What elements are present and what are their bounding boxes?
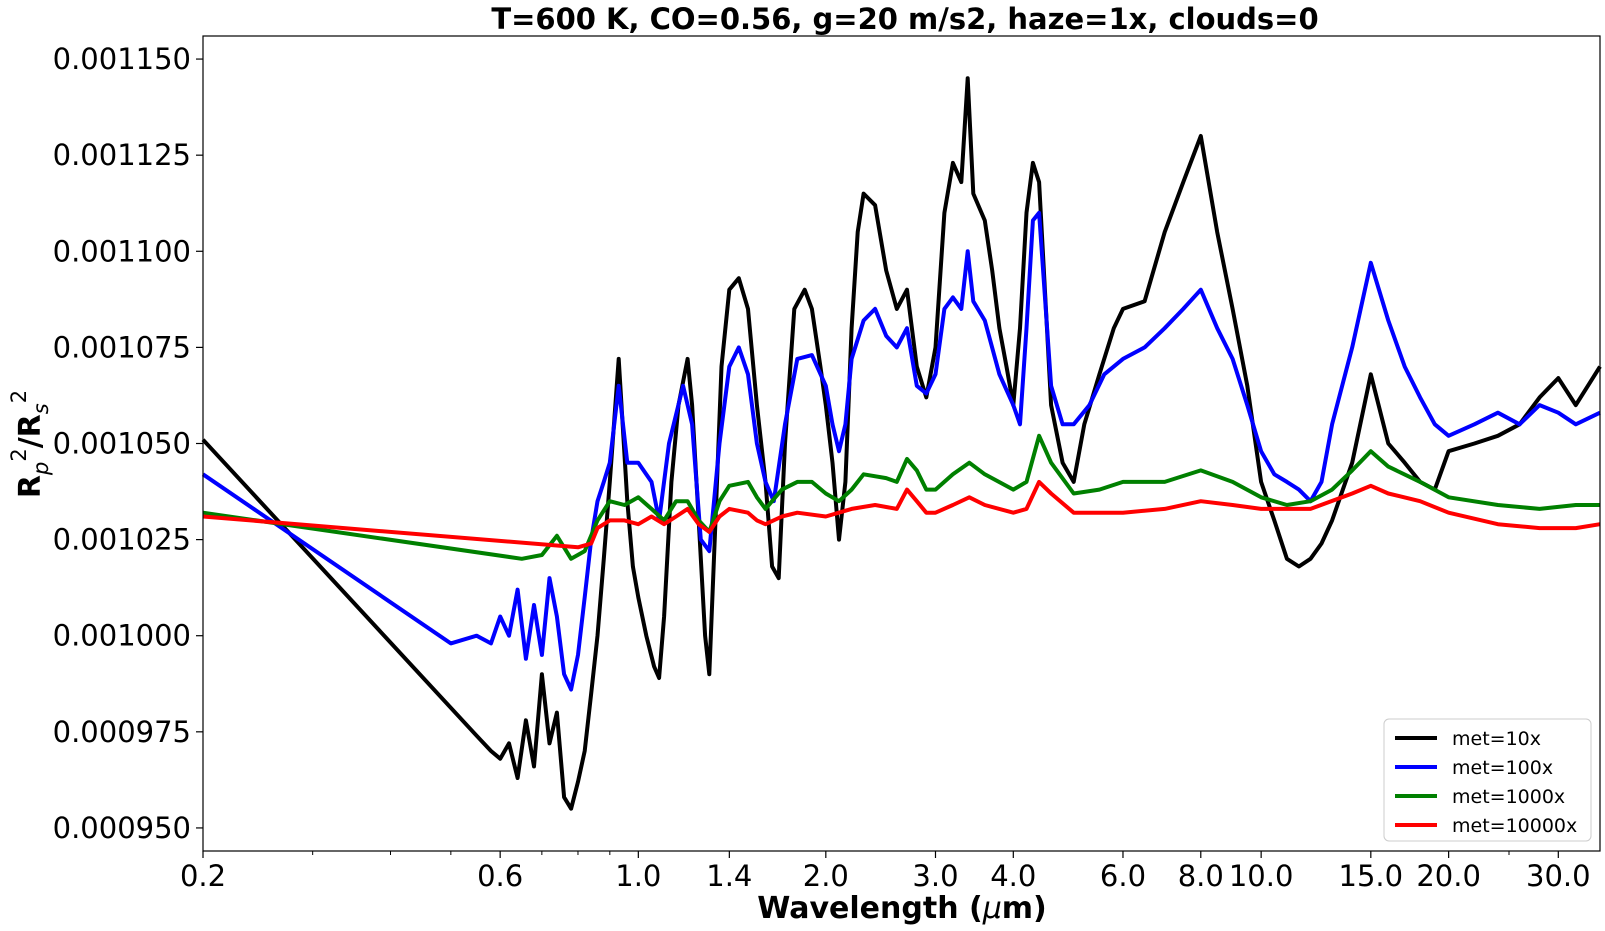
legend-label-met100x: met=100x — [1452, 757, 1553, 779]
legend-label-met10x: met=10x — [1452, 728, 1541, 750]
y-tick-label: 0.001100 — [53, 234, 191, 268]
x-tick-label: 4.0 — [990, 859, 1036, 893]
x-axis-label: Wavelength (μm) — [757, 891, 1047, 926]
y-tick-label: 0.001050 — [53, 427, 191, 461]
y-tick-label: 0.001025 — [53, 523, 191, 557]
y-tick-label: 0.000975 — [53, 715, 191, 749]
chart-title: T=600 K, CO=0.56, g=20 m/s2, haze=1x, cl… — [491, 2, 1318, 36]
y-tick-label: 0.000950 — [53, 811, 191, 845]
legend-label-met1000x: met=1000x — [1452, 786, 1565, 808]
y-tick-label: 0.001000 — [53, 619, 191, 653]
x-tick-label: 6.0 — [1100, 859, 1146, 893]
y-tick-label: 0.001075 — [53, 330, 191, 364]
legend-label-met10000x: met=10000x — [1452, 815, 1577, 837]
x-tick-label: 0.6 — [477, 859, 523, 893]
axes-ticks: 0.2 0.6 1.0 1.4 2.0 3.0 4.0 6.0 8.0 10.0 15.0 20.0 3… — [53, 42, 1591, 893]
x-tick-label: 3.0 — [912, 859, 958, 893]
y-tick-label: 0.001150 — [53, 42, 191, 76]
series-line-met10000x — [202, 479, 1601, 550]
x-tick-label: 1.4 — [706, 859, 752, 893]
x-tick-label: 10.0 — [1229, 859, 1294, 893]
x-tick-label: 30.0 — [1526, 859, 1591, 893]
x-tick-label: 2.0 — [803, 859, 849, 893]
x-tick-label: 0.2 — [180, 859, 226, 893]
series-layer — [201, 76, 1602, 811]
x-tick-label: 1.0 — [615, 859, 661, 893]
series-line-met1000x — [202, 433, 1600, 561]
y-tick-label: 0.001125 — [53, 138, 191, 172]
y-axis-label: Rp2/Rs2 — [7, 390, 53, 498]
x-tick-label: 20.0 — [1416, 859, 1481, 893]
x-tick-label: 15.0 — [1339, 859, 1404, 893]
legend-box — [1383, 718, 1592, 842]
legend: met=10x met=100x met=1000x met=10000x — [1383, 718, 1592, 842]
x-tick-label: 8.0 — [1178, 859, 1224, 893]
